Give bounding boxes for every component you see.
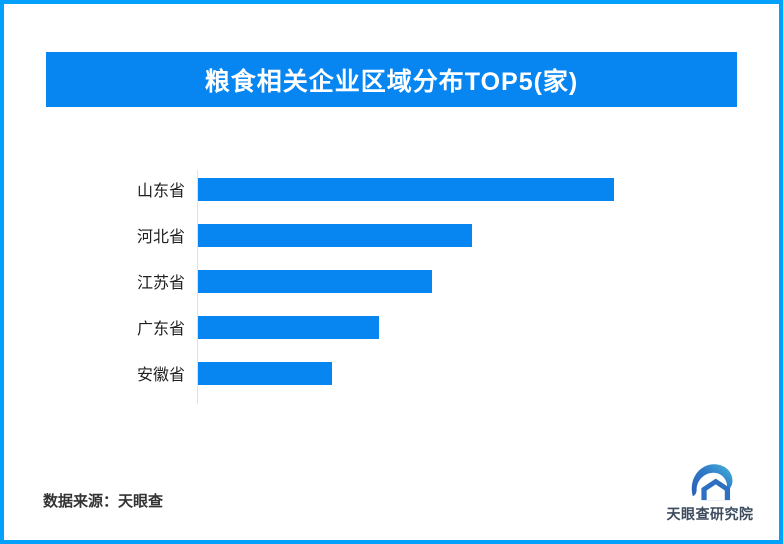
tianyancha-logo: 天眼查研究院 [654, 460, 766, 524]
bar-row: 山东省 [4, 166, 704, 212]
bar-chart: 山东省河北省江苏省广东省安徽省 [4, 166, 704, 406]
y-axis-line [197, 170, 198, 404]
chart-title-banner: 粮食相关企业区域分布TOP5(家) [46, 52, 737, 107]
bar-row: 江苏省 [4, 258, 704, 304]
data-source-label: 数据来源：天眼查 [43, 493, 164, 510]
bar-category-label: 河北省 [136, 229, 185, 246]
bar-row: 河北省 [4, 212, 704, 258]
bar [198, 269, 433, 293]
tianyancha-eye-icon [654, 460, 766, 502]
bar-rows: 山东省河北省江苏省广东省安徽省 [4, 166, 704, 396]
bar [198, 361, 332, 385]
bar-category-label: 江苏省 [136, 275, 185, 292]
bar-row: 安徽省 [4, 350, 704, 396]
bar [198, 223, 473, 247]
bar-category-label: 山东省 [136, 183, 185, 200]
bar [198, 177, 614, 201]
logo-text: 天眼查研究院 [666, 506, 754, 522]
bar-row: 广东省 [4, 304, 704, 350]
chart-title: 粮食相关企业区域分布TOP5(家) [204, 67, 579, 96]
bar-category-label: 安徽省 [136, 367, 185, 384]
bar [198, 315, 379, 339]
bar-category-label: 广东省 [136, 321, 185, 338]
